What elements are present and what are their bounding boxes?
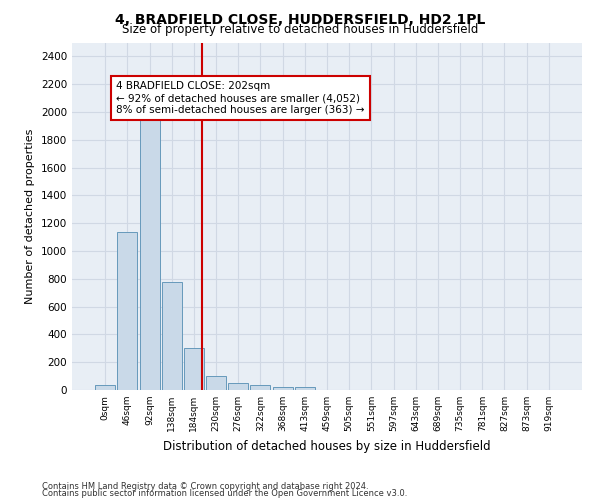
Text: 4, BRADFIELD CLOSE, HUDDERSFIELD, HD2 1PL: 4, BRADFIELD CLOSE, HUDDERSFIELD, HD2 1P… <box>115 12 485 26</box>
Bar <box>206 376 226 390</box>
Text: Contains HM Land Registry data © Crown copyright and database right 2024.: Contains HM Land Registry data © Crown c… <box>42 482 368 491</box>
Bar <box>118 232 137 390</box>
Bar <box>272 386 293 390</box>
Text: Size of property relative to detached houses in Huddersfield: Size of property relative to detached ho… <box>122 22 478 36</box>
Text: Contains public sector information licensed under the Open Government Licence v3: Contains public sector information licen… <box>42 490 407 498</box>
X-axis label: Distribution of detached houses by size in Huddersfield: Distribution of detached houses by size … <box>163 440 491 452</box>
Bar <box>140 116 160 390</box>
Bar <box>295 388 315 390</box>
Bar <box>250 384 271 390</box>
Y-axis label: Number of detached properties: Number of detached properties <box>25 128 35 304</box>
Bar <box>228 384 248 390</box>
Text: 4 BRADFIELD CLOSE: 202sqm
← 92% of detached houses are smaller (4,052)
8% of sem: 4 BRADFIELD CLOSE: 202sqm ← 92% of detac… <box>116 82 365 114</box>
Bar <box>184 348 204 390</box>
Bar <box>162 282 182 390</box>
Bar <box>95 385 115 390</box>
